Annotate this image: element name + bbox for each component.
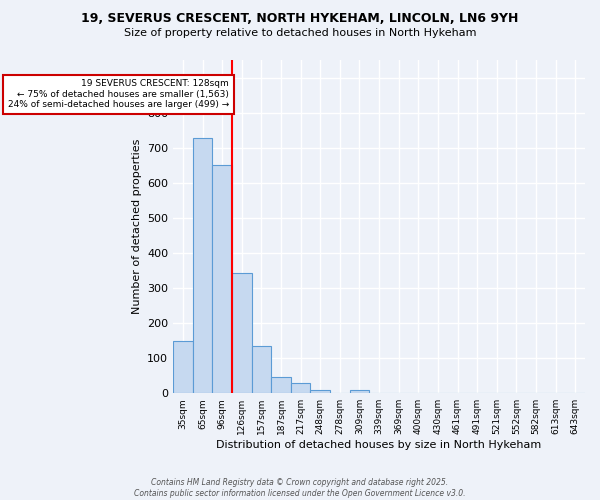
Bar (271, 378, 291, 393)
Text: Size of property relative to detached houses in North Hykeham: Size of property relative to detached ho… (124, 28, 476, 38)
Text: 19, SEVERUS CRESCENT, NORTH HYKEHAM, LINCOLN, LN6 9YH: 19, SEVERUS CRESCENT, NORTH HYKEHAM, LIN… (82, 12, 518, 26)
Bar (212, 165, 232, 393)
Bar (291, 382, 310, 393)
Y-axis label: Number of detached properties: Number of detached properties (131, 139, 142, 314)
Bar (310, 390, 330, 393)
Bar (251, 346, 271, 393)
Bar (232, 273, 251, 393)
Text: 19 SEVERUS CRESCENT: 128sqm
← 75% of detached houses are smaller (1,563)
24% of : 19 SEVERUS CRESCENT: 128sqm ← 75% of det… (8, 80, 229, 109)
X-axis label: Distribution of detached houses by size in North Hykeham: Distribution of detached houses by size … (217, 440, 542, 450)
Bar (350, 390, 369, 393)
Bar (193, 138, 212, 393)
Text: Contains HM Land Registry data © Crown copyright and database right 2025.
Contai: Contains HM Land Registry data © Crown c… (134, 478, 466, 498)
Bar (173, 340, 193, 393)
